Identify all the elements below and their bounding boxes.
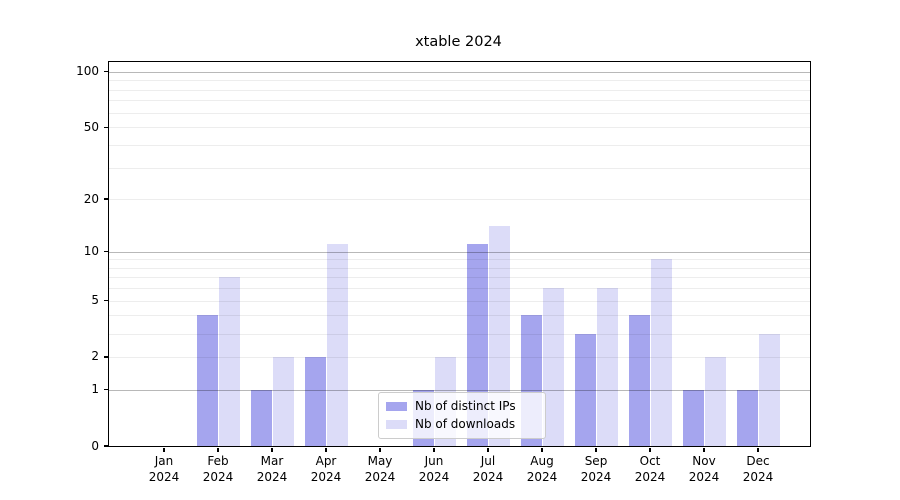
x-tick-label-sep: Sep 2024 bbox=[580, 454, 612, 484]
minor-gridline-50 bbox=[109, 127, 810, 129]
bar-downloads-jul bbox=[489, 226, 510, 446]
bar-downloads-dec bbox=[759, 333, 780, 446]
y-tick-label-20: 20 bbox=[83, 191, 99, 206]
y-tick-mark-100 bbox=[103, 71, 108, 73]
minor-gridline-5 bbox=[109, 300, 810, 302]
minor-gridline-8 bbox=[109, 267, 810, 269]
minor-gridline-7 bbox=[109, 277, 810, 279]
minor-gridline-9 bbox=[109, 259, 810, 261]
y-tick-mark-20 bbox=[103, 198, 108, 200]
x-tick-mark-jun bbox=[433, 447, 435, 452]
bar-distinct-ips-sep bbox=[575, 333, 596, 446]
plot-area: Nb of distinct IPs Nb of downloads 0 1 2 5 1… bbox=[76, 61, 811, 484]
x-tick-label-nov: Nov 2024 bbox=[688, 454, 720, 484]
minor-gridline-40 bbox=[109, 144, 810, 146]
x-tick-label-mar: Mar 2024 bbox=[256, 454, 288, 484]
minor-gridline-30 bbox=[109, 167, 810, 169]
bar-downloads-mar bbox=[273, 356, 294, 446]
x-tick-label-jul: Jul 2024 bbox=[472, 454, 504, 484]
bar-distinct-ips-feb bbox=[197, 315, 218, 446]
x-tick-mark-jan bbox=[163, 447, 165, 452]
x-tick-mark-jul bbox=[487, 447, 489, 452]
minor-gridline-4 bbox=[109, 315, 810, 317]
y-tick-label-1: 1 bbox=[91, 382, 99, 397]
x-tick-label-may: May 2024 bbox=[364, 454, 396, 484]
bar-downloads-apr bbox=[327, 244, 348, 446]
x-tick-label-oct: Oct 2024 bbox=[634, 454, 666, 484]
y-tick-label-100: 100 bbox=[76, 64, 99, 79]
x-tick-mark-may bbox=[379, 447, 381, 452]
y-tick-mark-50 bbox=[103, 126, 108, 128]
legend-swatch-downloads bbox=[386, 420, 407, 429]
y-tick-mark-10 bbox=[103, 250, 108, 253]
x-tick-label-aug: Aug 2024 bbox=[526, 454, 558, 484]
minor-gridline-60 bbox=[109, 112, 810, 114]
legend: Nb of distinct IPs Nb of downloads bbox=[378, 392, 546, 439]
legend-item-distinct-ips: Nb of distinct IPs bbox=[386, 400, 536, 413]
major-gridline-10 bbox=[109, 251, 810, 253]
minor-gridline-80 bbox=[109, 89, 810, 91]
bar-distinct-ips-mar bbox=[251, 389, 272, 446]
minor-gridline-2 bbox=[109, 356, 810, 358]
x-tick-mark-sep bbox=[595, 447, 597, 452]
major-gridline-1 bbox=[109, 389, 810, 391]
x-tick-label-jan: Jan 2024 bbox=[148, 454, 180, 484]
bar-downloads-oct bbox=[651, 259, 672, 446]
x-tick-mark-oct bbox=[649, 447, 651, 452]
bar-downloads-aug bbox=[543, 288, 564, 446]
legend-label-distinct-ips: Nb of distinct IPs bbox=[415, 399, 516, 413]
minor-gridline-70 bbox=[109, 100, 810, 102]
bar-distinct-ips-dec bbox=[737, 389, 758, 446]
x-tick-label-feb: Feb 2024 bbox=[202, 454, 234, 484]
x-tick-mark-dec bbox=[757, 447, 759, 452]
y-tick-mark-2 bbox=[103, 356, 108, 358]
x-tick-mark-apr bbox=[325, 447, 327, 452]
y-tick-label-5: 5 bbox=[91, 293, 99, 308]
y-tick-mark-0 bbox=[103, 445, 108, 447]
legend-item-downloads: Nb of downloads bbox=[386, 418, 536, 431]
minor-gridline-20 bbox=[109, 199, 810, 201]
x-tick-label-jun: Jun 2024 bbox=[418, 454, 450, 484]
x-tick-mark-nov bbox=[703, 447, 705, 452]
y-tick-mark-1 bbox=[103, 389, 108, 391]
y-tick-label-10: 10 bbox=[83, 244, 99, 259]
x-tick-mark-mar bbox=[271, 447, 273, 452]
x-tick-mark-feb bbox=[217, 447, 219, 452]
y-tick-mark-5 bbox=[103, 300, 108, 302]
bar-distinct-ips-apr bbox=[305, 356, 326, 446]
bar-distinct-ips-nov bbox=[683, 389, 704, 446]
legend-swatch-distinct-ips bbox=[386, 402, 407, 411]
minor-gridline-6 bbox=[109, 288, 810, 290]
bar-downloads-sep bbox=[597, 288, 618, 446]
x-tick-label-apr: Apr 2024 bbox=[310, 454, 342, 484]
y-tick-label-2: 2 bbox=[91, 349, 99, 364]
legend-label-downloads: Nb of downloads bbox=[415, 417, 516, 431]
bar-distinct-ips-oct bbox=[629, 315, 650, 446]
y-tick-label-0: 0 bbox=[91, 438, 99, 453]
y-tick-label-50: 50 bbox=[83, 119, 99, 134]
chart-title: xtable 2024 bbox=[415, 34, 502, 50]
bar-downloads-nov bbox=[705, 356, 726, 446]
x-tick-mark-aug bbox=[541, 447, 543, 452]
minor-gridline-90 bbox=[109, 80, 810, 82]
major-gridline-100 bbox=[109, 71, 810, 73]
x-tick-label-dec: Dec 2024 bbox=[742, 454, 774, 484]
minor-gridline-3 bbox=[109, 333, 810, 335]
bar-downloads-feb bbox=[219, 277, 240, 446]
